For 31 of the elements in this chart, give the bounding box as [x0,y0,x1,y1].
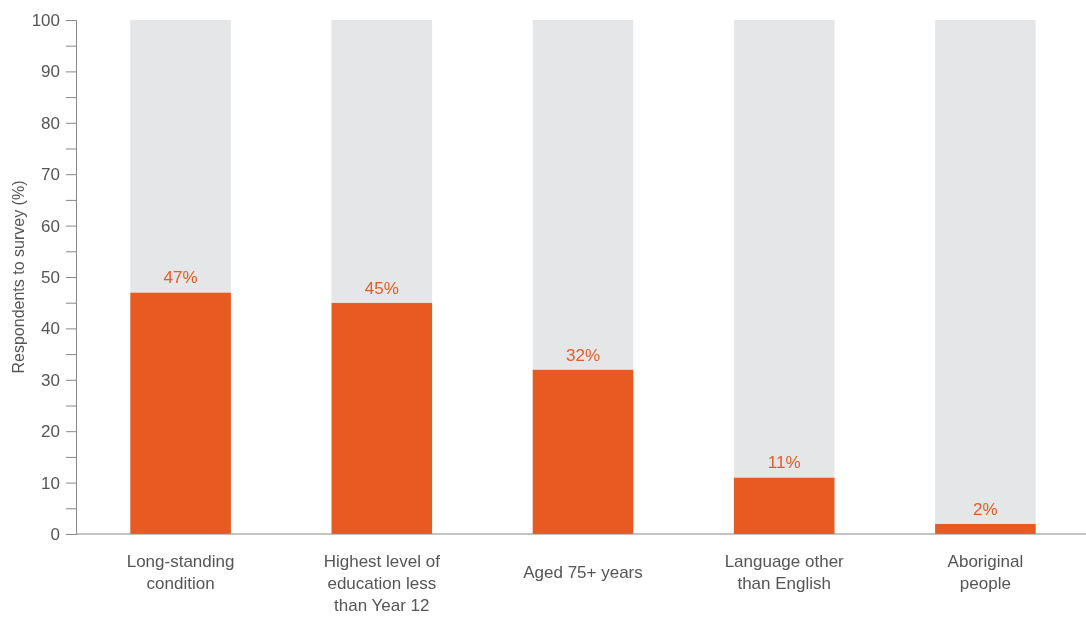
y-tick-label: 80 [41,113,60,133]
y-tick-label: 10 [41,473,60,493]
data-label: 2% [973,499,998,519]
bar [733,477,835,534]
bar [130,20,231,293]
bar [532,20,634,370]
y-tick-label: 90 [41,62,60,82]
x-tick-label: Language other than English [724,552,845,593]
y-tick-label: 60 [41,216,60,236]
data-label: 45% [364,278,399,298]
data-label: 32% [565,345,601,365]
y-axis-title: Respondents to survey (%) [10,180,27,374]
x-tick-label: Aged 75+ years [523,563,643,582]
x-tick-label: Aboriginal people [947,552,1024,593]
bar [733,20,835,478]
bar [331,20,433,303]
data-label: 47% [163,268,198,288]
y-tick-label: 50 [41,267,60,287]
data-label: 11% [767,453,801,473]
x-tick-label: Long-standing condition [126,552,235,593]
bar [935,20,1036,524]
x-tick-label: Highest level of education less than Year 12 [323,552,441,615]
y-tick-label: 100 [31,10,60,30]
bar [130,292,231,534]
y-tick-label: 30 [41,370,60,390]
y-tick-label: 0 [50,524,60,544]
bar [532,369,634,534]
y-tick-label: 40 [41,319,60,339]
y-tick-label: 20 [41,422,60,442]
y-tick-label: 70 [41,165,60,185]
bar [331,302,433,534]
